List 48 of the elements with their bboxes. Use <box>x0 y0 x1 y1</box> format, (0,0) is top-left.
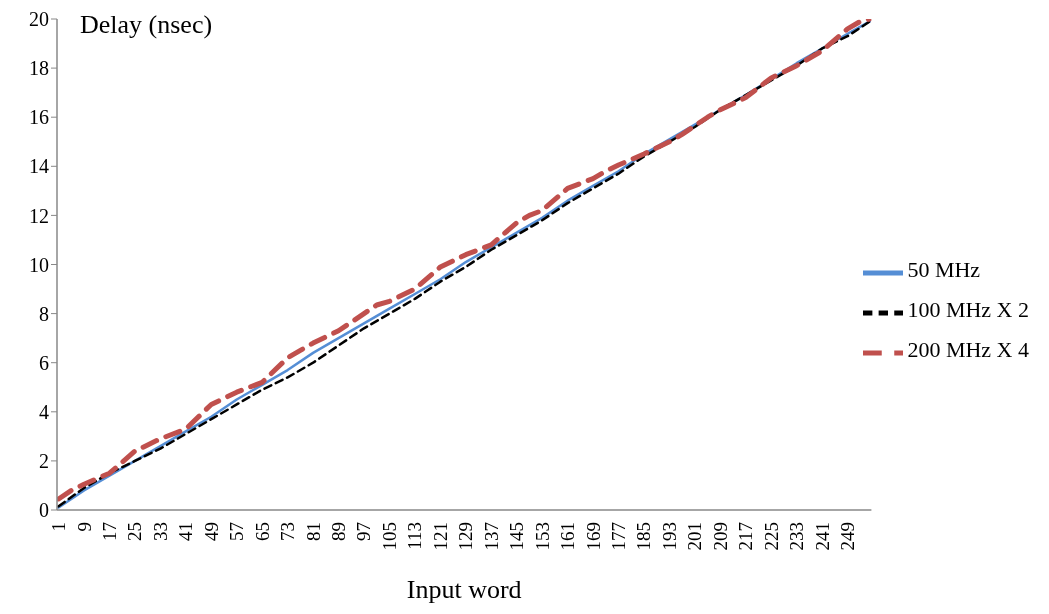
x-tick-label: 233 <box>786 522 808 551</box>
x-tick-label: 201 <box>684 522 706 551</box>
y-tick-label: 16 <box>29 106 49 129</box>
x-tick-label: 97 <box>353 522 375 541</box>
y-tick-label: 18 <box>29 57 49 80</box>
x-tick-label: 89 <box>328 522 350 541</box>
legend-label: 100 MHz X 2 <box>907 296 1029 322</box>
y-tick-label: 6 <box>39 351 49 374</box>
x-tick-label: 9 <box>73 522 95 532</box>
x-tick-label: 169 <box>582 522 604 551</box>
x-tick-label: 73 <box>277 522 299 541</box>
x-tick-label: 145 <box>506 522 528 551</box>
x-tick-label: 137 <box>480 522 502 551</box>
y-tick-label: 8 <box>39 302 49 325</box>
x-tick-label: 241 <box>811 522 833 551</box>
x-tick-label: 121 <box>429 522 451 551</box>
x-tick-label: 17 <box>98 522 120 541</box>
x-tick-label: 49 <box>200 522 222 541</box>
x-tick-label: 33 <box>149 522 171 541</box>
y-tick-label: 2 <box>39 450 49 472</box>
y-tick-label: 10 <box>29 253 49 276</box>
x-tick-label: 1 <box>48 522 70 532</box>
y-tick-label: 4 <box>39 400 49 423</box>
x-tick-label: 57 <box>226 522 248 541</box>
x-axis-title: Input word <box>406 575 522 604</box>
y-tick-label: 14 <box>29 155 49 178</box>
y-tick-label: 20 <box>29 8 49 31</box>
x-tick-label: 105 <box>378 522 400 551</box>
x-tick-label: 161 <box>557 522 579 551</box>
x-tick-label: 81 <box>302 522 324 541</box>
x-tick-label: 193 <box>658 522 680 551</box>
x-tick-label: 177 <box>607 522 629 551</box>
x-tick-label: 185 <box>633 522 655 551</box>
legend-label: 50 MHz <box>907 256 981 282</box>
x-tick-label: 65 <box>251 522 273 541</box>
y-tick-label: 12 <box>29 204 49 227</box>
x-tick-label: 217 <box>735 522 757 551</box>
x-tick-label: 249 <box>837 522 859 551</box>
y-tick-label: 0 <box>39 499 49 522</box>
x-tick-label: 25 <box>124 522 146 541</box>
y-axis-title: Delay (nsec) <box>80 10 213 40</box>
legend-label: 200 MHz X 4 <box>907 336 1029 362</box>
x-tick-label: 209 <box>709 522 731 551</box>
x-tick-label: 225 <box>760 522 782 551</box>
x-tick-label: 129 <box>455 522 477 551</box>
x-tick-label: 41 <box>175 522 197 541</box>
x-tick-label: 113 <box>404 522 426 550</box>
x-tick-label: 153 <box>531 522 553 551</box>
